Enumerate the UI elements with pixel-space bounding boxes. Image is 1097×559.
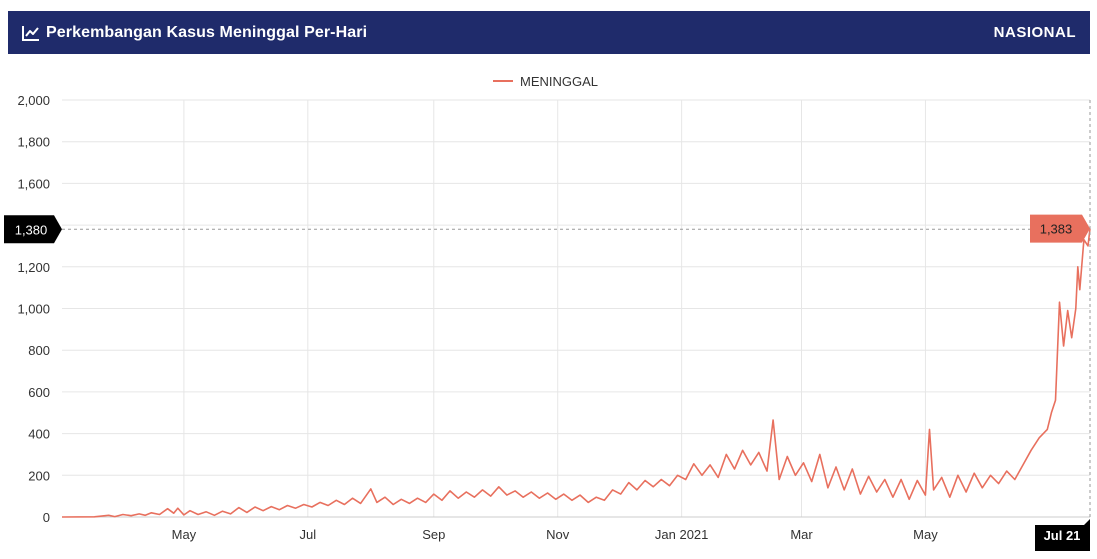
y-axis-ticks: 02004006008001,0001,2001,4001,6001,8002,…	[17, 93, 50, 525]
y-tick-label: 800	[28, 343, 50, 358]
x-tick-label: Jan 2021	[655, 527, 709, 542]
x-tick-label: May	[913, 527, 938, 542]
y-tick-label: 0	[43, 510, 50, 525]
crosshair-y-label: 1,380	[15, 222, 48, 237]
x-tick-label: May	[172, 527, 197, 542]
crosshair: 1,380 1,383 Jul 21	[4, 100, 1091, 551]
crosshair-x-label-box	[1035, 519, 1090, 551]
chart-title: Perkembangan Kasus Meninggal Per-Hari	[46, 23, 368, 41]
x-tick-label: Nov	[546, 527, 570, 542]
point-value-label-box	[1030, 214, 1090, 243]
y-tick-label: 1,800	[17, 135, 50, 150]
point-value-label: 1,383	[1040, 222, 1073, 237]
legend-entry-label[interactable]: MENINGGAL	[520, 74, 598, 89]
line-chart-icon	[22, 25, 39, 41]
y-tick-label: 1,600	[17, 176, 50, 191]
region-badge: NASIONAL	[993, 24, 1076, 41]
y-tick-label: 2,000	[17, 93, 50, 108]
x-tick-label: Mar	[790, 527, 813, 542]
y-tick-label: 1,000	[17, 302, 50, 317]
x-axis-ticks: May Jul Sep Nov Jan 2021 Mar May	[172, 527, 939, 542]
y-tick-label: 1,200	[17, 260, 50, 275]
gridlines	[62, 99, 1090, 518]
crosshair-x-label: Jul 21	[1044, 528, 1081, 543]
crosshair-y-label-box	[4, 215, 62, 244]
x-tick-label: Sep	[422, 527, 445, 542]
x-tick-label: Jul	[300, 527, 317, 542]
header-title-group: Perkembangan Kasus Meninggal Per-Hari	[22, 24, 367, 42]
y-tick-label: 600	[28, 385, 50, 400]
series-line-meninggal[interactable]	[61, 228, 1091, 518]
y-tick-label: 200	[28, 468, 50, 483]
legend[interactable]: MENINGGAL	[493, 74, 598, 89]
y-tick-label: 400	[28, 427, 50, 442]
chart-header: Perkembangan Kasus Meninggal Per-Hari NA…	[8, 11, 1090, 54]
chart-area[interactable]: 02004006008001,0001,2001,4001,6001,8002,…	[0, 60, 1097, 559]
series-group[interactable]	[61, 228, 1091, 518]
